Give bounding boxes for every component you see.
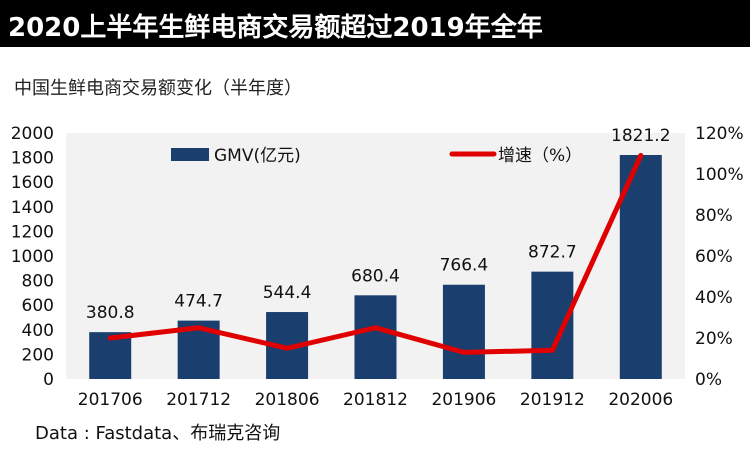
x-tick-label: 201712 — [166, 390, 231, 410]
growth-point-202006 — [638, 153, 644, 159]
growth-point-201706 — [107, 335, 113, 341]
y2-tick-label: 40% — [695, 288, 733, 308]
y-tick-label: 1600 — [11, 173, 54, 193]
data-label: 872.7 — [528, 243, 577, 263]
growth-point-201712 — [196, 325, 202, 331]
data-label: 1821.2 — [611, 126, 670, 146]
y-tick-label: 0 — [43, 370, 54, 390]
y-tick-label: 1800 — [11, 149, 54, 169]
y-tick-label: 1000 — [11, 247, 54, 267]
growth-point-201912 — [549, 347, 555, 353]
x-tick-label: 201812 — [343, 390, 408, 410]
y2-tick-label: 100% — [695, 165, 744, 185]
legend-swatch-gmv — [171, 148, 209, 161]
y-tick-label: 1400 — [11, 198, 54, 218]
title-bar: 2020上半年生鲜电商交易额超过2019年全年 — [0, 0, 750, 47]
legend-label-gmv: GMV(亿元) — [214, 146, 301, 166]
growth-point-201906 — [461, 349, 467, 355]
data-label: 474.7 — [174, 292, 223, 312]
data-label: 766.4 — [440, 256, 489, 276]
x-tick-label: 201806 — [255, 390, 320, 410]
y-tick-label: 1200 — [11, 222, 54, 242]
bar-201912 — [531, 271, 574, 379]
x-tick-label: 202006 — [608, 390, 673, 410]
chart-subtitle: 中国生鲜电商交易额变化（半年度） — [14, 78, 302, 99]
y2-tick-label: 20% — [695, 329, 733, 349]
data-label: 380.8 — [86, 303, 135, 323]
bar-201906 — [442, 284, 485, 379]
source-note: Data : Fastdata、布瑞克咨询 — [35, 423, 281, 444]
growth-point-201812 — [373, 325, 378, 331]
y2-tick-label: 0% — [695, 370, 722, 390]
x-tick-label: 201706 — [78, 390, 143, 410]
y-tick-label: 200 — [22, 345, 54, 365]
data-label: 680.4 — [351, 266, 400, 286]
y2-tick-label: 80% — [695, 206, 733, 226]
y2-tick-label: 120% — [695, 124, 744, 144]
bar-201812 — [354, 295, 397, 379]
y-tick-label: 2000 — [11, 124, 54, 144]
y-tick-label: 400 — [22, 321, 54, 341]
legend-label-growth: 增速（%） — [498, 146, 582, 166]
page-title: 2020上半年生鲜电商交易额超过2019年全年 — [8, 13, 543, 43]
y-tick-label: 600 — [22, 296, 54, 316]
data-label: 544.4 — [263, 283, 312, 303]
growth-point-201806 — [284, 345, 290, 351]
y-tick-label: 800 — [22, 272, 54, 292]
x-tick-label: 201906 — [431, 390, 496, 410]
x-tick-label: 201912 — [520, 390, 585, 410]
y2-tick-label: 60% — [695, 247, 733, 267]
